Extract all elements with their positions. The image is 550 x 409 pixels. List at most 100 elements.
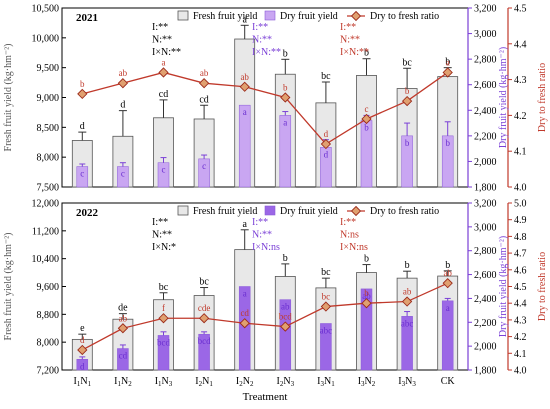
dry-letter: a xyxy=(243,107,247,117)
x-tick-sub: 2 xyxy=(280,380,284,388)
stats-ratio: I:** xyxy=(340,22,356,33)
x-tick-label: I1N2 xyxy=(114,376,132,388)
fresh-letter: e xyxy=(80,323,85,334)
fresh-tick-label: 11,200 xyxy=(32,226,59,237)
stats-ratio: I×N:** xyxy=(340,47,369,58)
dry-bar xyxy=(238,104,251,188)
stats-dry: I×N:** xyxy=(252,47,281,58)
fresh-letter: bc xyxy=(159,282,169,293)
ratio-letter: ab xyxy=(119,68,128,78)
ratio-letter: cde xyxy=(198,303,211,313)
x-tick-mid: N xyxy=(405,376,412,387)
ratio-marker xyxy=(158,313,169,324)
ratio-letter: b xyxy=(364,288,369,298)
ratio-letter: ab xyxy=(200,68,209,78)
x-tick-base: I xyxy=(74,376,77,387)
stats-dry: I:** xyxy=(252,217,268,228)
fresh-tick-label: 10,500 xyxy=(32,4,60,15)
ratio-letter: bcd xyxy=(279,312,292,322)
legend-fresh-label: Fresh fruit yield xyxy=(193,206,257,217)
fresh-axis-title: Fresh fruit yield (kg·hm⁻²) xyxy=(3,44,14,152)
dry-letter: bcd xyxy=(198,336,211,346)
fresh-letter: bc xyxy=(321,267,331,278)
dry-axis-title: Dry fruit yield (kg·hm⁻²) xyxy=(498,47,509,148)
ratio-axis-title: Dry to fresh ratio xyxy=(537,252,548,321)
ratio-letter: bc xyxy=(322,292,331,302)
legend-dry-label: Dry fruit yield xyxy=(280,11,338,22)
ratio-marker xyxy=(239,81,250,92)
fresh-tick-label: 9,000 xyxy=(37,93,60,104)
x-tick-label: I2N2 xyxy=(236,376,254,388)
x-tick-label: I2N1 xyxy=(195,376,213,388)
dry-letter: abc xyxy=(320,325,333,335)
dry-letter: b xyxy=(445,138,450,148)
stats-fresh: N:** xyxy=(152,35,172,46)
dry-letter: c xyxy=(202,161,206,171)
dry-tick-label: 1,800 xyxy=(474,183,497,194)
fresh-letter: a xyxy=(242,219,247,230)
x-tick-mid: N xyxy=(80,376,87,387)
ratio-tick-label: 4.2 xyxy=(514,111,527,122)
dry-tick-label: 2,800 xyxy=(474,246,497,257)
legend-fresh-label: Fresh fruit yield xyxy=(193,11,257,22)
ratio-tick-label: 4.8 xyxy=(514,232,527,243)
ratio-marker xyxy=(361,113,372,125)
panel-2022: 7,2008,0008,8009,60010,40011,20012,0001,… xyxy=(3,199,548,404)
ratio-letter: c xyxy=(365,104,369,114)
dry-letter: c xyxy=(162,165,166,175)
ratio-tick-label: 4.4 xyxy=(514,39,527,50)
ratio-marker xyxy=(198,78,210,89)
x-tick-label: I3N3 xyxy=(398,376,416,388)
fresh-letter: b xyxy=(445,260,450,271)
ratio-tick-label: 4.0 xyxy=(514,183,527,194)
fresh-letter: d xyxy=(80,121,85,132)
legend-dry-swatch xyxy=(264,10,276,21)
dry-letter: a xyxy=(243,289,247,299)
ratio-tick-label: 4.5 xyxy=(514,282,527,293)
year-label: 2021 xyxy=(76,12,98,24)
ratio-letter: ab xyxy=(403,287,412,297)
x-tick-label: CK xyxy=(441,376,456,387)
x-tick-base: I xyxy=(195,376,198,387)
dry-tick-label: 2,600 xyxy=(474,270,497,281)
fresh-tick-label: 8,500 xyxy=(37,123,60,134)
ratio-marker xyxy=(442,278,453,289)
dry-letter: ab xyxy=(281,302,290,312)
dry-letter: abc xyxy=(401,318,414,328)
dry-tick-label: 2,000 xyxy=(474,342,497,353)
x-tick-base: I xyxy=(398,376,401,387)
dry-tick-label: 2,400 xyxy=(474,294,497,305)
stats-fresh: N:** xyxy=(152,230,172,241)
x-tick-sub: 1 xyxy=(117,380,121,388)
dry-letter: c xyxy=(80,169,84,179)
x-tick-sub: 2 xyxy=(239,380,243,388)
dry-tick-label: 3,000 xyxy=(474,29,497,40)
x-tick-sub: 3 xyxy=(320,380,324,388)
fresh-letter: de xyxy=(118,303,128,314)
dry-letter: cd xyxy=(119,351,128,361)
legend-fresh-swatch xyxy=(177,205,189,216)
x-tick-mid: N xyxy=(202,376,209,387)
fresh-tick-label: 8,800 xyxy=(37,310,60,321)
ratio-line xyxy=(81,282,448,351)
fresh-letter: a xyxy=(242,14,247,25)
dry-letter: d xyxy=(80,361,85,371)
ratio-marker xyxy=(401,296,413,307)
fresh-tick-label: 10,000 xyxy=(32,33,60,44)
stats-fresh: I:** xyxy=(152,217,168,228)
x-tick-base: I xyxy=(358,376,361,387)
dry-letter: b xyxy=(405,138,410,148)
ratio-letter: a xyxy=(162,57,166,67)
stats-fresh: I:** xyxy=(152,22,168,33)
ratio-letter: f xyxy=(162,303,165,313)
dry-tick-label: 3,200 xyxy=(474,4,497,15)
dry-axis-title: Dry fruit yield (kg·hm⁻²) xyxy=(498,236,509,337)
ratio-line xyxy=(82,71,449,145)
x-tick-sub: 3 xyxy=(402,380,406,388)
fresh-letter: b xyxy=(405,260,410,271)
ratio-letter: ab xyxy=(240,72,249,82)
fresh-tick-label: 9,500 xyxy=(37,63,60,74)
stats-dry: I:** xyxy=(252,22,268,33)
ratio-tick-label: 4.2 xyxy=(514,332,527,343)
